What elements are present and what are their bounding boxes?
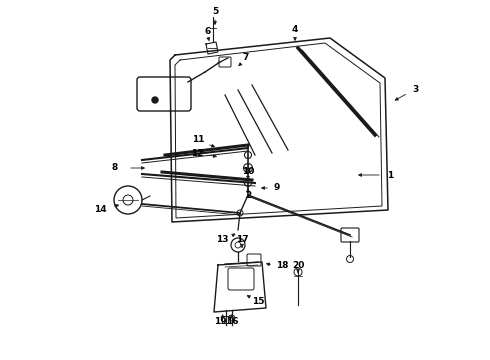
Text: 9: 9 [274,184,280,193]
Text: 2: 2 [245,192,251,201]
Text: 17: 17 [236,235,248,244]
Text: 1: 1 [387,171,393,180]
Text: 3: 3 [412,85,418,94]
Text: 15: 15 [252,297,264,306]
Text: 12: 12 [191,148,203,158]
Text: 11: 11 [192,135,204,144]
Text: 6: 6 [205,27,211,36]
Circle shape [152,97,158,103]
Text: 18: 18 [276,261,288,270]
Text: 8: 8 [112,163,118,172]
Text: 20: 20 [292,261,304,270]
Text: 7: 7 [243,54,249,63]
Text: 14: 14 [94,206,106,215]
Text: 5: 5 [212,8,218,17]
Text: 4: 4 [292,26,298,35]
Text: 13: 13 [216,235,228,244]
Text: 19: 19 [214,318,226,327]
Text: 16: 16 [226,318,238,327]
Text: 10: 10 [242,167,254,176]
